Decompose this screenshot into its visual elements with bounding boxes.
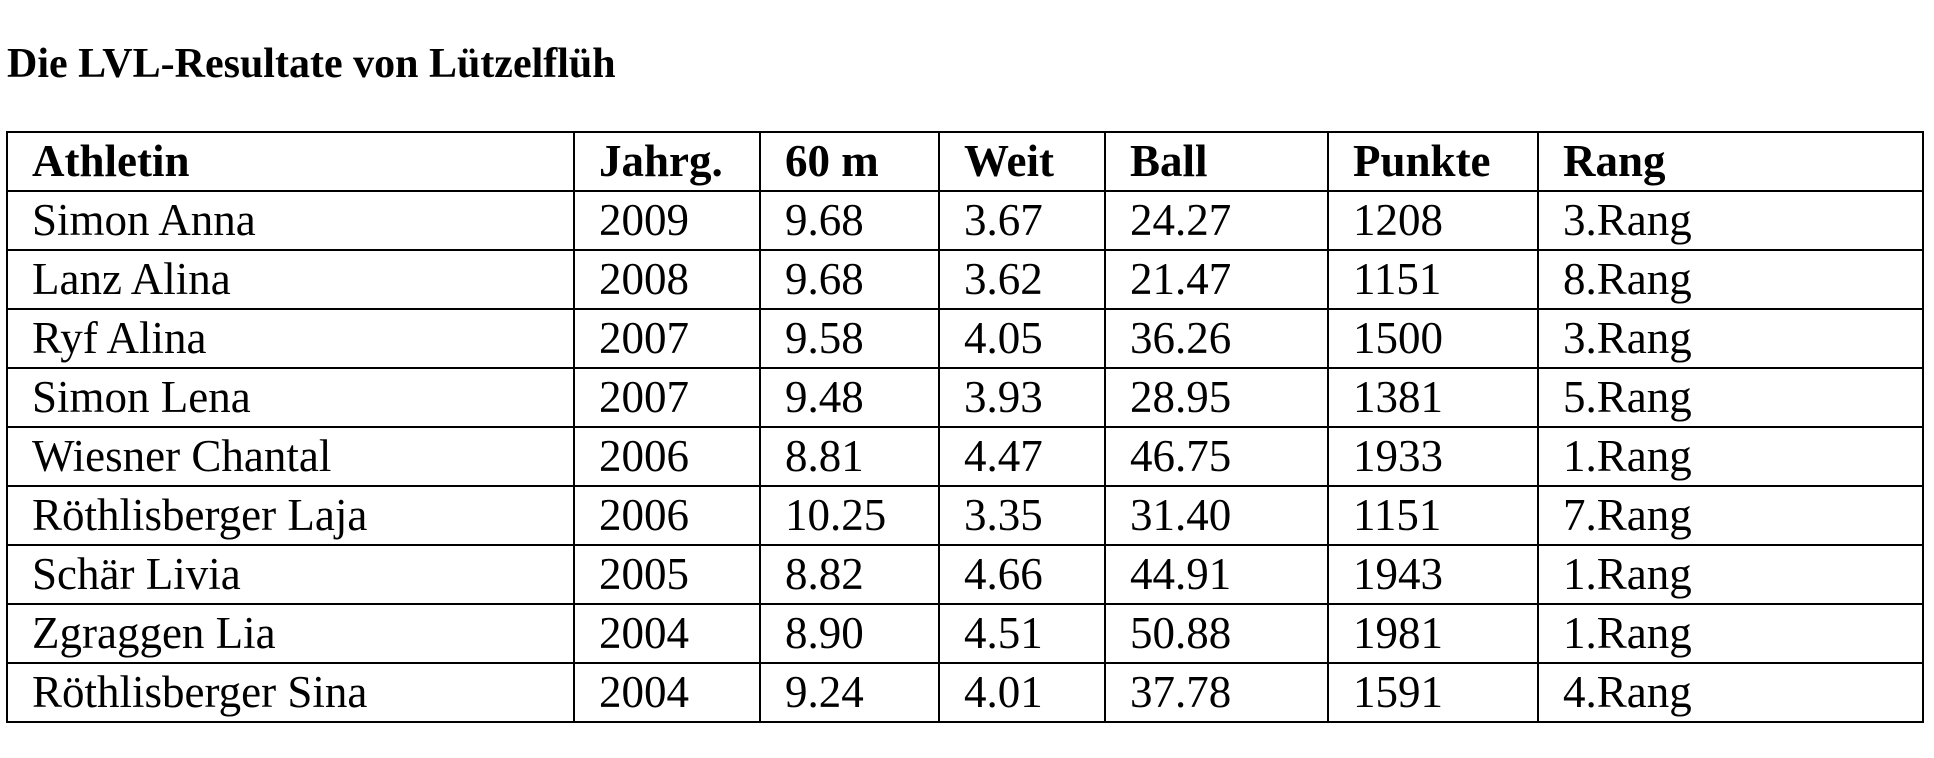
table-cell: 4.Rang xyxy=(1537,662,1924,723)
table-cell: 36.26 xyxy=(1104,308,1329,369)
table-cell: Wiesner Chantal xyxy=(6,426,575,487)
table-cell: 9.68 xyxy=(759,249,940,310)
table-row: Lanz Alina 2008 9.68 3.62 21.47 1151 8.Rang xyxy=(6,249,1924,310)
table-cell: 5.Rang xyxy=(1537,367,1924,428)
table-cell: 8.Rang xyxy=(1537,249,1924,310)
table-cell: 9.48 xyxy=(759,367,940,428)
table-cell: 10.25 xyxy=(759,485,940,546)
table-row: Röthlisberger Sina 2004 9.24 4.01 37.78 1591 4… xyxy=(6,662,1924,723)
table-cell: 31.40 xyxy=(1104,485,1329,546)
table-row: Ryf Alina 2007 9.58 4.05 36.26 1500 3.Rang xyxy=(6,308,1924,369)
table-row: Wiesner Chantal 2006 8.81 4.47 46.75 1933 1.Ra… xyxy=(6,426,1924,487)
column-header: 60 m xyxy=(759,131,940,192)
header-row: Athletin Jahrg. 60 m Weit Ball Punkte Rang xyxy=(6,131,1924,192)
column-header: Athletin xyxy=(6,131,575,192)
table-cell: 46.75 xyxy=(1104,426,1329,487)
table-cell: Lanz Alina xyxy=(6,249,575,310)
table-cell: Simon Anna xyxy=(6,190,575,251)
table-cell: 4.47 xyxy=(938,426,1106,487)
table-cell: 9.24 xyxy=(759,662,940,723)
table-cell: 2006 xyxy=(573,485,761,546)
table-cell: 2007 xyxy=(573,367,761,428)
table-row: Simon Anna 2009 9.68 3.67 24.27 1208 3.Rang xyxy=(6,190,1924,251)
table-cell: 37.78 xyxy=(1104,662,1329,723)
table-cell: 3.Rang xyxy=(1537,190,1924,251)
table-row: Simon Lena 2007 9.48 3.93 28.95 1381 5.Rang xyxy=(6,367,1924,428)
table-cell: 28.95 xyxy=(1104,367,1329,428)
table-cell: 3.Rang xyxy=(1537,308,1924,369)
table-cell: 21.47 xyxy=(1104,249,1329,310)
table-cell: 1381 xyxy=(1327,367,1539,428)
table-cell: 1.Rang xyxy=(1537,603,1924,664)
table-cell: 50.88 xyxy=(1104,603,1329,664)
table-cell: 8.82 xyxy=(759,544,940,605)
column-header: Ball xyxy=(1104,131,1329,192)
table-cell: 1981 xyxy=(1327,603,1539,664)
table-cell: 3.67 xyxy=(938,190,1106,251)
table-cell: 1933 xyxy=(1327,426,1539,487)
table-cell: 4.01 xyxy=(938,662,1106,723)
table-cell: 2004 xyxy=(573,603,761,664)
table-cell: 1500 xyxy=(1327,308,1539,369)
table-cell: 44.91 xyxy=(1104,544,1329,605)
table-cell: 1151 xyxy=(1327,485,1539,546)
table-cell: 9.68 xyxy=(759,190,940,251)
table-cell: 3.35 xyxy=(938,485,1106,546)
table-row: Schär Livia 2005 8.82 4.66 44.91 1943 1.Rang xyxy=(6,544,1924,605)
table-cell: 9.58 xyxy=(759,308,940,369)
table-row: Zgraggen Lia 2004 8.90 4.51 50.88 1981 1.Rang xyxy=(6,603,1924,664)
column-header: Weit xyxy=(938,131,1106,192)
table-cell: 3.93 xyxy=(938,367,1106,428)
column-header: Jahrg. xyxy=(573,131,761,192)
table-cell: 1.Rang xyxy=(1537,544,1924,605)
table-cell: 24.27 xyxy=(1104,190,1329,251)
table-cell: Zgraggen Lia xyxy=(6,603,575,664)
table-cell: 1591 xyxy=(1327,662,1539,723)
table-body: Simon Anna 2009 9.68 3.67 24.27 1208 3.Rang Lan… xyxy=(6,190,1924,723)
table-cell: 1.Rang xyxy=(1537,426,1924,487)
table-cell: 3.62 xyxy=(938,249,1106,310)
table-cell: 1208 xyxy=(1327,190,1539,251)
table-cell: 4.05 xyxy=(938,308,1106,369)
table-cell: Röthlisberger Laja xyxy=(6,485,575,546)
table-cell: 7.Rang xyxy=(1537,485,1924,546)
title: Die LVL-Resultate von Lützelflüh xyxy=(7,41,616,87)
table-cell: Simon Lena xyxy=(6,367,575,428)
table-cell: 2009 xyxy=(573,190,761,251)
column-header: Rang xyxy=(1537,131,1924,192)
table-cell: Schär Livia xyxy=(6,544,575,605)
table-cell: 1943 xyxy=(1327,544,1539,605)
results-table: Athletin Jahrg. 60 m Weit Ball Punkte Rang Sim… xyxy=(6,131,1924,723)
column-header: Punkte xyxy=(1327,131,1539,192)
table-cell: 2006 xyxy=(573,426,761,487)
table-cell: Ryf Alina xyxy=(6,308,575,369)
table-cell: 2008 xyxy=(573,249,761,310)
table-cell: 8.81 xyxy=(759,426,940,487)
table-cell: 4.66 xyxy=(938,544,1106,605)
table-cell: 2005 xyxy=(573,544,761,605)
table-cell: 2004 xyxy=(573,662,761,723)
table-cell: 1151 xyxy=(1327,249,1539,310)
table-cell: 8.90 xyxy=(759,603,940,664)
table-cell: 4.51 xyxy=(938,603,1106,664)
table-row: Röthlisberger Laja 2006 10.25 3.35 31.40 1151… xyxy=(6,485,1924,546)
table-cell: 2007 xyxy=(573,308,761,369)
table-cell: Röthlisberger Sina xyxy=(6,662,575,723)
